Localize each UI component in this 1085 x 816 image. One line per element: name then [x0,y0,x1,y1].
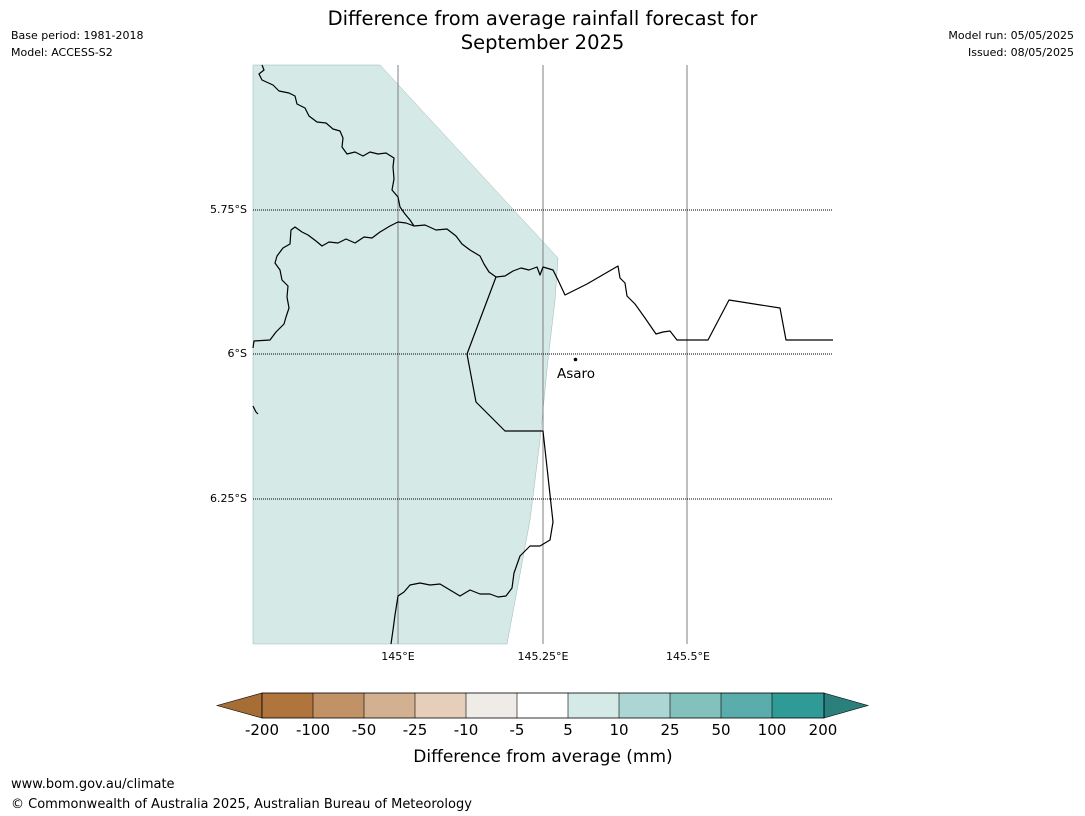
colorbar-label-7: 10 [609,721,628,739]
colorbar-bin-2 [313,693,364,718]
lat-label-6-25: 6.25°S [210,492,247,505]
lon-label-145: 145°E [381,650,414,663]
colorbar-bin-7 [568,693,619,718]
colorbar: -200 -100 -50 -25 -10 -5 5 10 25 50 100 … [215,692,870,767]
lat-label-5-75: 5.75°S [210,203,247,216]
colorbar-bin-9 [670,693,721,718]
colorbar-bin-3 [364,693,415,718]
boundary-north [258,64,415,227]
colorbar-bin-11 [772,693,824,718]
colorbar-label-2: -50 [352,721,377,739]
title-line-2: September 2025 [460,31,625,54]
asaro-label: Asaro [557,366,595,382]
lat-label-6: 6°S [228,347,247,360]
footer-url: www.bom.gov.au/climate [11,777,175,792]
colorbar-frame [261,692,825,719]
colorbar-bin-5 [466,693,517,718]
lon-label-145-25: 145.25°E [518,650,569,663]
latitude-gridlines [253,209,832,500]
issued-label: Issued: 08/05/2025 [967,46,1074,59]
colorbar-label-6: 5 [563,721,573,739]
boundary-east-ridge [413,224,833,341]
region-boundaries [252,64,833,645]
colorbar-label-4: -10 [454,721,479,739]
colorbar-label-11: 200 [809,721,838,739]
colorbar-label-1: -100 [296,721,330,739]
colorbar-bin-6 [517,693,568,718]
boundary-west-fragment [252,405,259,415]
meta-right: Model run: 05/05/2025 Issued: 08/05/2025 [948,27,1074,61]
colorbar-bin-8 [619,693,670,718]
colorbar-label-9: 50 [711,721,730,739]
colorbar-label-10: 100 [758,721,787,739]
colorbar-bin-1 [262,693,313,718]
base-period-label: Base period: 1981-2018 [11,29,144,42]
lon-label-145-5: 145.5°E [666,650,710,663]
asaro-marker [573,357,578,362]
model-label: Model: ACCESS-S2 [11,46,113,59]
boundary-central [252,221,415,349]
model-run-label: Model run: 05/05/2025 [948,29,1074,42]
colorbar-label-8: 25 [660,721,679,739]
colorbar-bin-10 [721,693,772,718]
colorbar-label-3: -25 [403,721,428,739]
colorbar-extend-high [823,692,870,719]
colorbar-label-0: -200 [245,721,279,739]
footer: www.bom.gov.au/climate © Commonwealth of… [11,775,472,815]
colorbar-label-5: -5 [510,721,525,739]
title-line-1: Difference from average rainfall forecas… [327,7,758,30]
colorbar-title: Difference from average (mm) [413,747,672,767]
meta-left: Base period: 1981-2018 Model: ACCESS-S2 [11,27,143,61]
boundary-district [390,276,554,645]
colorbar-extend-low [215,692,263,719]
footer-copyright: © Commonwealth of Australia 2025, Austra… [11,797,472,812]
colorbar-bin-4 [415,693,466,718]
map-title: Difference from average rainfall forecas… [200,7,885,55]
